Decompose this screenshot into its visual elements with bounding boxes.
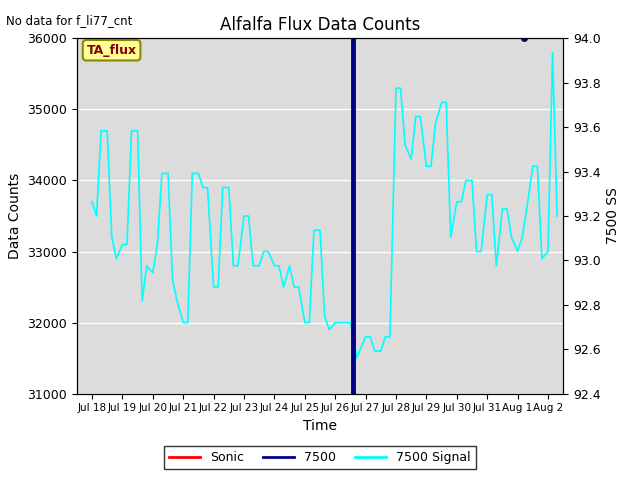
- Text: No data for f_li77_cnt: No data for f_li77_cnt: [6, 14, 132, 27]
- X-axis label: Time: Time: [303, 419, 337, 433]
- Text: TA_flux: TA_flux: [86, 44, 137, 57]
- Title: Alfalfa Flux Data Counts: Alfalfa Flux Data Counts: [220, 16, 420, 34]
- Y-axis label: Data Counts: Data Counts: [8, 173, 22, 259]
- Y-axis label: 7500 SS: 7500 SS: [606, 188, 620, 244]
- Legend: Sonic, 7500, 7500 Signal: Sonic, 7500, 7500 Signal: [164, 446, 476, 469]
